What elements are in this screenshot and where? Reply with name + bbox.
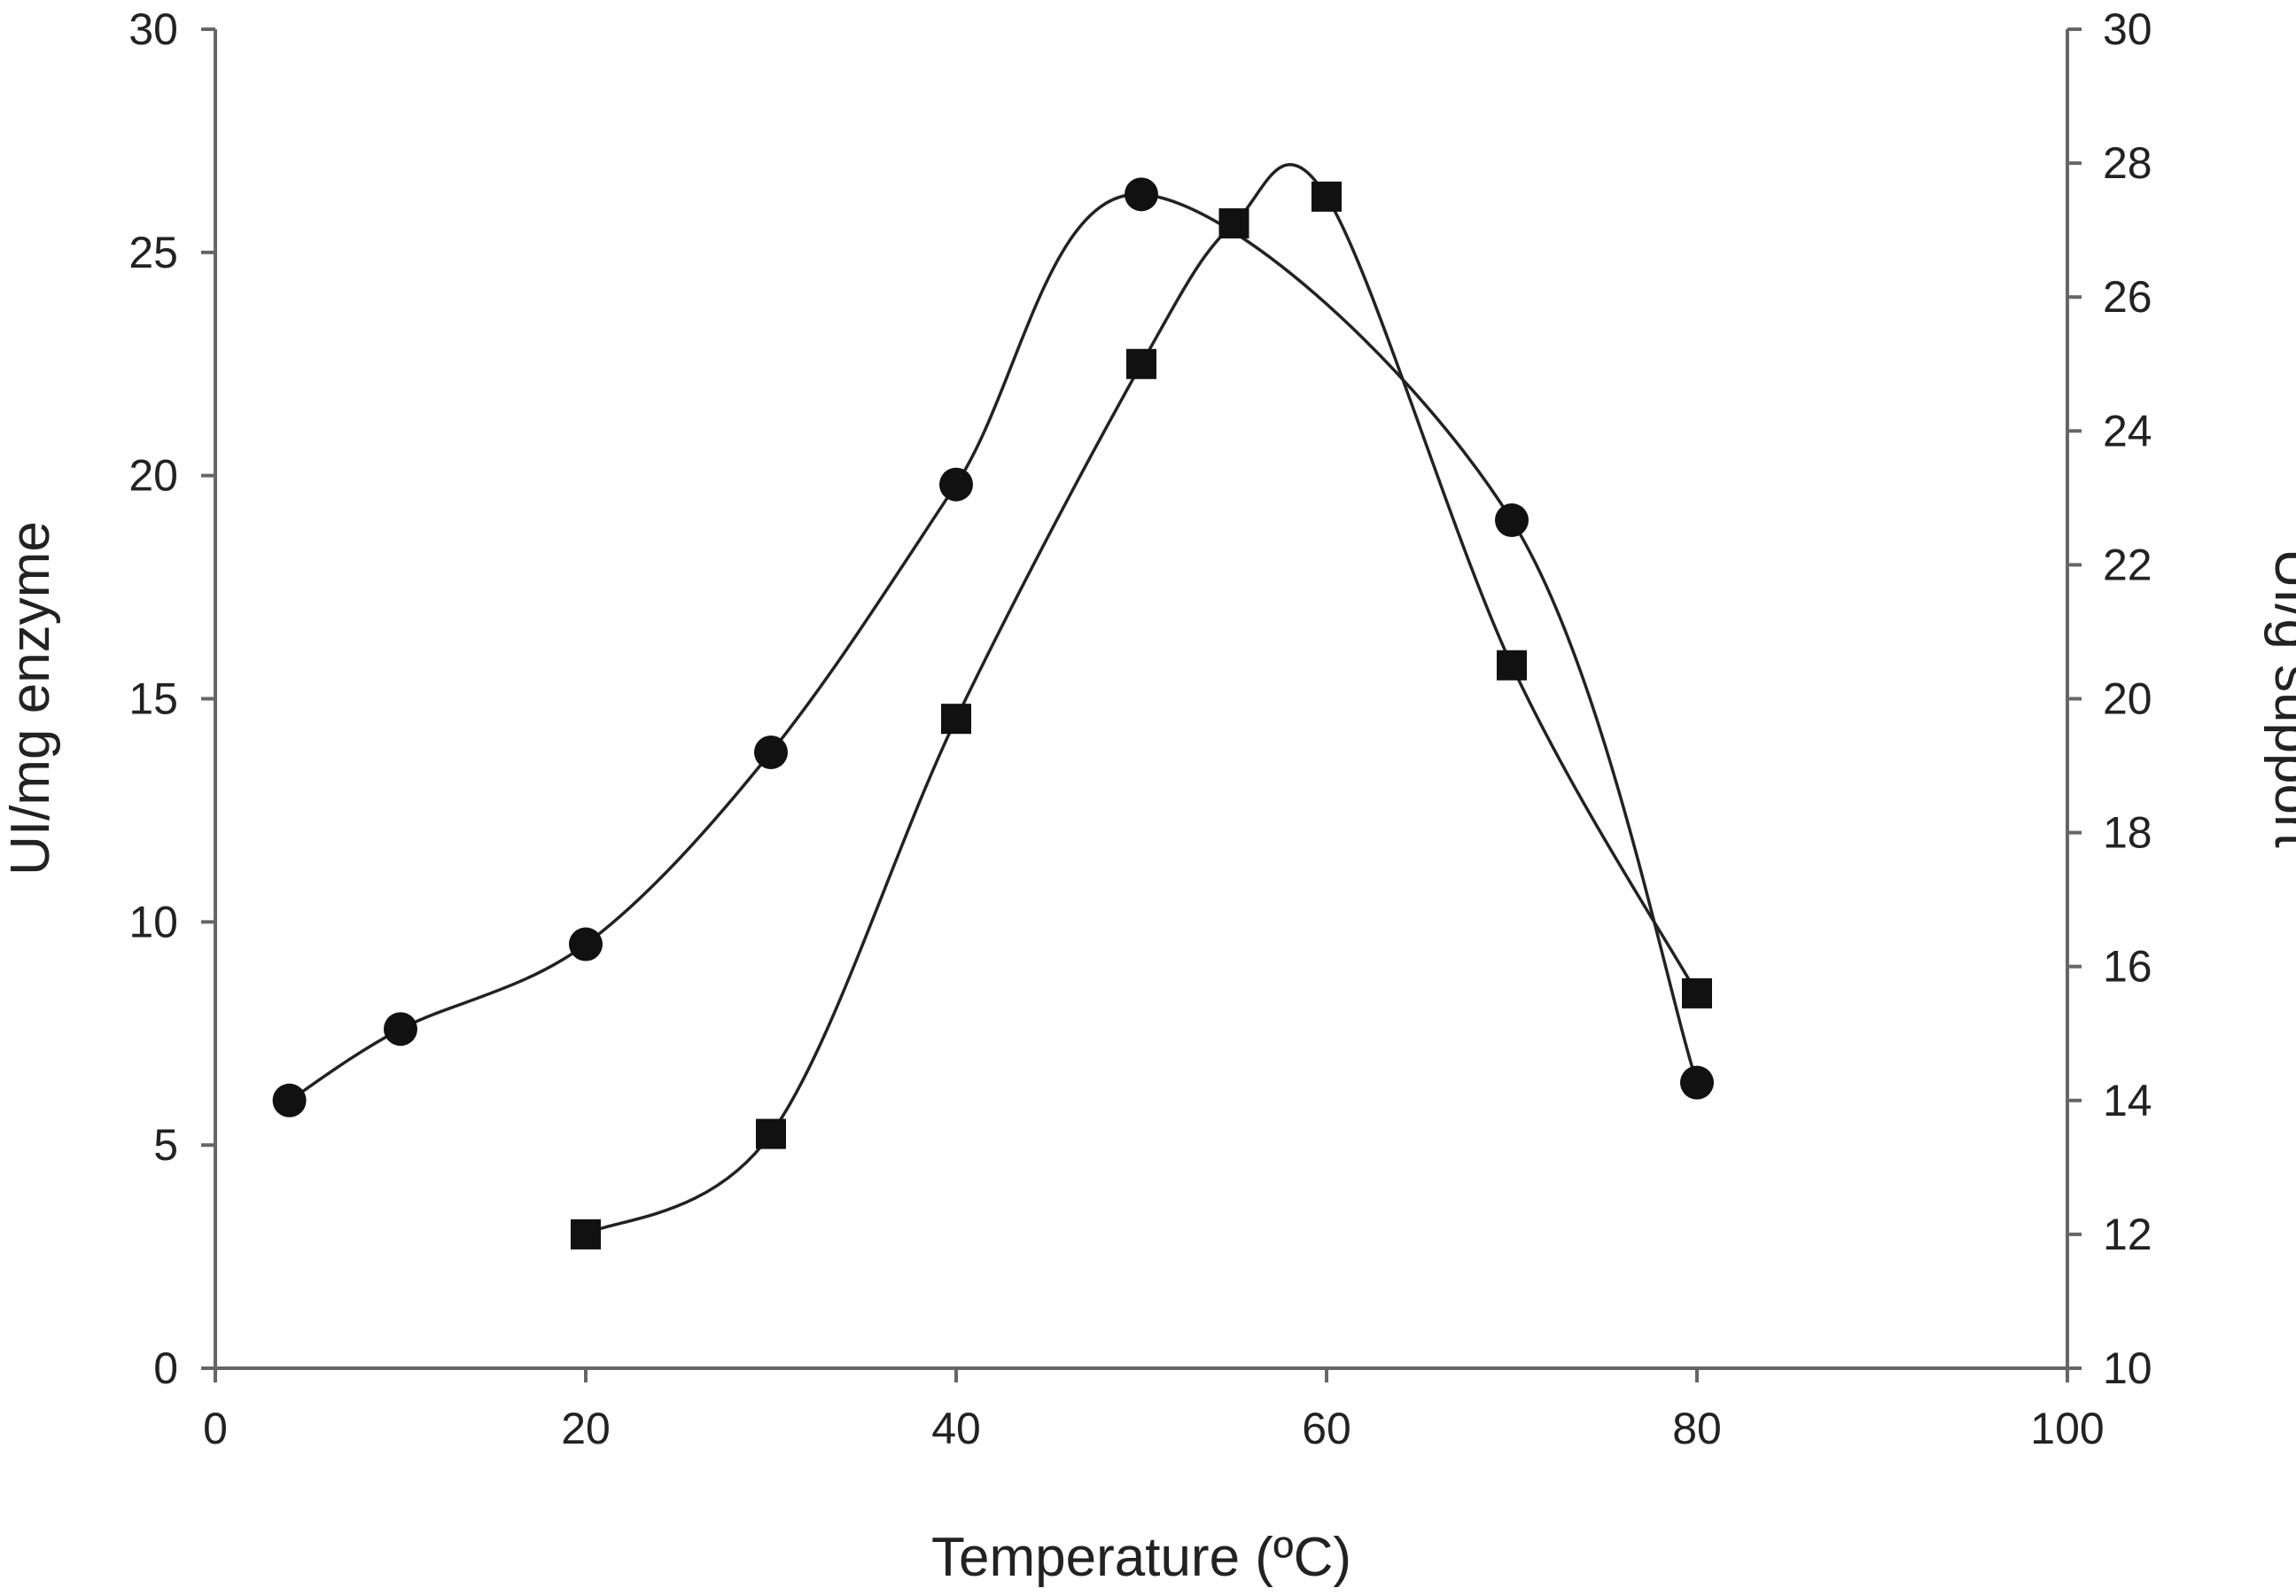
x-tick-label: 100 (2030, 1404, 2104, 1453)
y-right-axis-title: UI/g support (2263, 549, 2296, 848)
axis-titles: Temperature (ºC) UI/mg enzyme UI/g suppo… (0, 521, 2296, 1588)
data-point-support (1311, 181, 1342, 212)
y-left-tick-label: 20 (128, 451, 178, 501)
x-tick-label: 0 (203, 1404, 228, 1453)
data-point-support (1497, 650, 1527, 681)
y-left-axis-title: UI/mg enzyme (0, 521, 61, 876)
data-point-enzyme (1125, 177, 1158, 212)
x-tick-label: 60 (1302, 1404, 1351, 1453)
y-right-tick-label: 14 (2103, 1076, 2152, 1125)
data-point-enzyme (1495, 503, 1529, 538)
data-point-enzyme (272, 1083, 307, 1117)
data-point-support (756, 1118, 786, 1149)
data-point-enzyme (1680, 1065, 1714, 1100)
axes (214, 29, 2069, 1370)
y-right-tick-label: 12 (2103, 1210, 2152, 1259)
series-line-enzyme (288, 192, 1699, 1102)
data-point-support (571, 1218, 601, 1250)
data-point-support (1126, 348, 1156, 379)
y-right-tick-label: 16 (2103, 942, 2152, 992)
y-left-tick-label: 15 (128, 674, 178, 724)
data-point-enzyme (569, 927, 603, 961)
y-right-tick-label: 22 (2103, 540, 2152, 589)
y-right-tick-label: 10 (2103, 1343, 2152, 1393)
y-right-tick-label: 30 (2103, 4, 2152, 54)
y-left-tick-label: 10 (128, 897, 178, 946)
data-point-enzyme (939, 467, 973, 502)
tick-group: 0 20 40 60 80 100 0 5 10 15 20 25 30 10 12 14 16 18 20 22 24… (128, 4, 2152, 1453)
x-axis-title: Temperature (ºC) (931, 1527, 1351, 1588)
y-left-tick-label: 25 (128, 228, 178, 277)
series-line-support (585, 163, 1699, 1236)
data-point-support (1218, 208, 1249, 239)
x-tick-label: 80 (1672, 1404, 1722, 1453)
y-right-tick-label: 24 (2103, 406, 2152, 455)
y-right-tick-label: 20 (2103, 674, 2152, 724)
y-right-tick-label: 28 (2103, 138, 2152, 188)
data-point-support (1682, 977, 1712, 1008)
y-right-tick-label: 18 (2103, 808, 2152, 858)
series-group (272, 163, 1714, 1250)
x-tick-label: 40 (931, 1404, 981, 1453)
data-point-enzyme (384, 1012, 417, 1047)
y-left-tick-label: 5 (153, 1120, 178, 1170)
data-point-support (941, 704, 971, 735)
y-right-tick-label: 26 (2103, 272, 2152, 322)
y-left-tick-label: 0 (153, 1343, 178, 1393)
x-tick-label: 20 (561, 1404, 611, 1453)
data-point-enzyme (754, 735, 788, 769)
y-left-tick-label: 30 (128, 4, 178, 54)
